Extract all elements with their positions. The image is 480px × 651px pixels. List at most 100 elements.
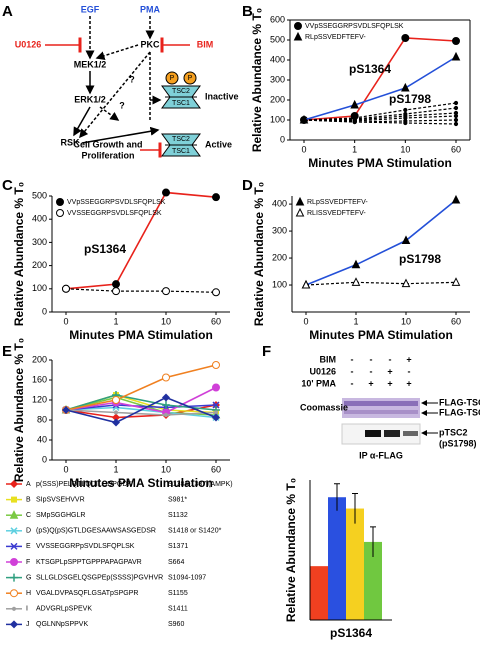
legend-site: S1384-1387 (AMPK) xyxy=(168,481,233,488)
data-point xyxy=(162,373,170,382)
blot-sign: - xyxy=(370,354,373,364)
protein: TSC2 xyxy=(172,136,190,143)
error-bar xyxy=(334,483,340,511)
blot-row-label: 10' PMA xyxy=(301,378,336,388)
series-line xyxy=(303,37,457,121)
data-point xyxy=(10,620,18,629)
blot-sign: + xyxy=(387,378,392,388)
panel-label: B xyxy=(242,3,253,20)
x-tick-label: 10 xyxy=(161,316,171,326)
blot-sign: - xyxy=(370,366,373,376)
y-axis-label: Relative Abundance % T₀ xyxy=(252,182,266,326)
node: RSK xyxy=(60,137,80,147)
node: PKC xyxy=(140,39,160,49)
protein: TSC1 xyxy=(172,148,190,155)
node: ? xyxy=(119,100,125,110)
blot-sign: - xyxy=(351,378,354,388)
data-point xyxy=(401,34,410,42)
blot-label: (pS1798) xyxy=(439,438,477,448)
y-tick-label: 100 xyxy=(32,283,47,293)
data-point xyxy=(452,37,460,45)
data-point xyxy=(401,278,411,288)
data-point xyxy=(10,542,18,550)
node: MEK1/2 xyxy=(74,59,107,69)
data-point xyxy=(212,401,220,409)
x-axis-label: Minutes PMA Stimulation xyxy=(308,156,452,170)
y-tick-label: 0 xyxy=(42,454,47,464)
x-tick-label: 0 xyxy=(303,316,308,326)
data-point xyxy=(11,496,17,503)
legend-site: S981* xyxy=(168,496,187,503)
data-point xyxy=(212,413,220,422)
data-point xyxy=(351,259,361,269)
blot-sign: + xyxy=(406,354,411,364)
data-point xyxy=(212,288,220,297)
y-tick-label: 80 xyxy=(37,414,47,424)
data-point xyxy=(10,589,18,598)
node: ERK1/2 xyxy=(74,94,106,104)
x-tick-label: 10 xyxy=(401,316,411,326)
series-line xyxy=(303,56,457,121)
blot-label: FLAG-TSC1 xyxy=(439,407,480,417)
legend-label: VGALDVPASQFLGSATpSPGPR xyxy=(36,590,138,597)
data-point xyxy=(212,383,220,392)
data-point xyxy=(62,284,70,293)
y-tick-label: 600 xyxy=(270,14,285,24)
legend-label: p(SSS)PELQTLQDILGDPGDK xyxy=(36,481,132,488)
data-point xyxy=(212,193,220,202)
y-tick-label: 400 xyxy=(32,214,47,224)
y-tick-label: 300 xyxy=(272,225,287,235)
pathway-diagram: EGF PMA U0126 BIM MEK1/2 PKC ERK1/2 RSK … xyxy=(15,4,239,160)
legend-site: S1411 xyxy=(168,606,188,613)
annotation: pS1798 xyxy=(389,92,431,106)
legend-label: RLISSVEDFTEFV- xyxy=(307,210,366,217)
data-point xyxy=(453,121,459,127)
blot-label: pTSC2 xyxy=(439,427,468,437)
x-tick-label: 0 xyxy=(301,144,306,154)
blot-sign: - xyxy=(389,354,392,364)
panel-label: F xyxy=(262,343,271,360)
data-point xyxy=(451,277,461,286)
outcome: Proliferation xyxy=(81,150,134,160)
data-point xyxy=(453,100,459,106)
series-line xyxy=(65,191,217,290)
protein: TSC1 xyxy=(172,100,190,107)
x-axis-label: Minutes PMA Stimulation xyxy=(309,328,453,342)
data-point xyxy=(401,82,410,92)
legend-site: S1094-1097 xyxy=(168,574,206,581)
series-line xyxy=(65,396,217,424)
series-line xyxy=(65,409,217,416)
legend-label: RLpSSVEDFTEFV- xyxy=(305,34,366,41)
blot-sign: - xyxy=(408,366,411,376)
y-tick-label: 300 xyxy=(270,74,285,84)
legend-label: VVSSEGGRPSVDLSFQPLSK xyxy=(67,210,162,217)
protein: TSC2 xyxy=(172,88,190,95)
blot-sign: - xyxy=(351,366,354,376)
data-point xyxy=(453,117,459,123)
y-tick-label: 500 xyxy=(270,34,285,44)
data-point xyxy=(162,287,170,296)
legend-site: S664 xyxy=(168,559,184,566)
data-point xyxy=(10,480,18,488)
panel-label: C xyxy=(2,177,13,194)
x-tick-label: 1 xyxy=(352,144,357,154)
y-tick-label: 0 xyxy=(280,134,285,144)
data-point xyxy=(62,406,70,414)
y-tick-label: 200 xyxy=(32,260,47,270)
data-point xyxy=(403,120,408,126)
data-point xyxy=(163,412,169,418)
legend-label: VVSSEGGRPpSVDLSFQPLSK xyxy=(36,543,135,550)
series-line xyxy=(305,281,457,286)
legend-letter: B xyxy=(26,496,31,503)
bar xyxy=(328,497,346,620)
blot-label: IP α-FLAG xyxy=(359,450,403,460)
data-point xyxy=(162,401,170,409)
panel-label: A xyxy=(2,3,13,20)
legend-label: RLpSSVEDFTEFV- xyxy=(307,199,368,206)
data-point xyxy=(56,209,64,217)
data-point xyxy=(162,188,170,197)
data-point xyxy=(162,393,170,402)
y-axis-label: Relative Abundance % T₀ xyxy=(12,338,26,482)
series-line xyxy=(65,364,217,411)
